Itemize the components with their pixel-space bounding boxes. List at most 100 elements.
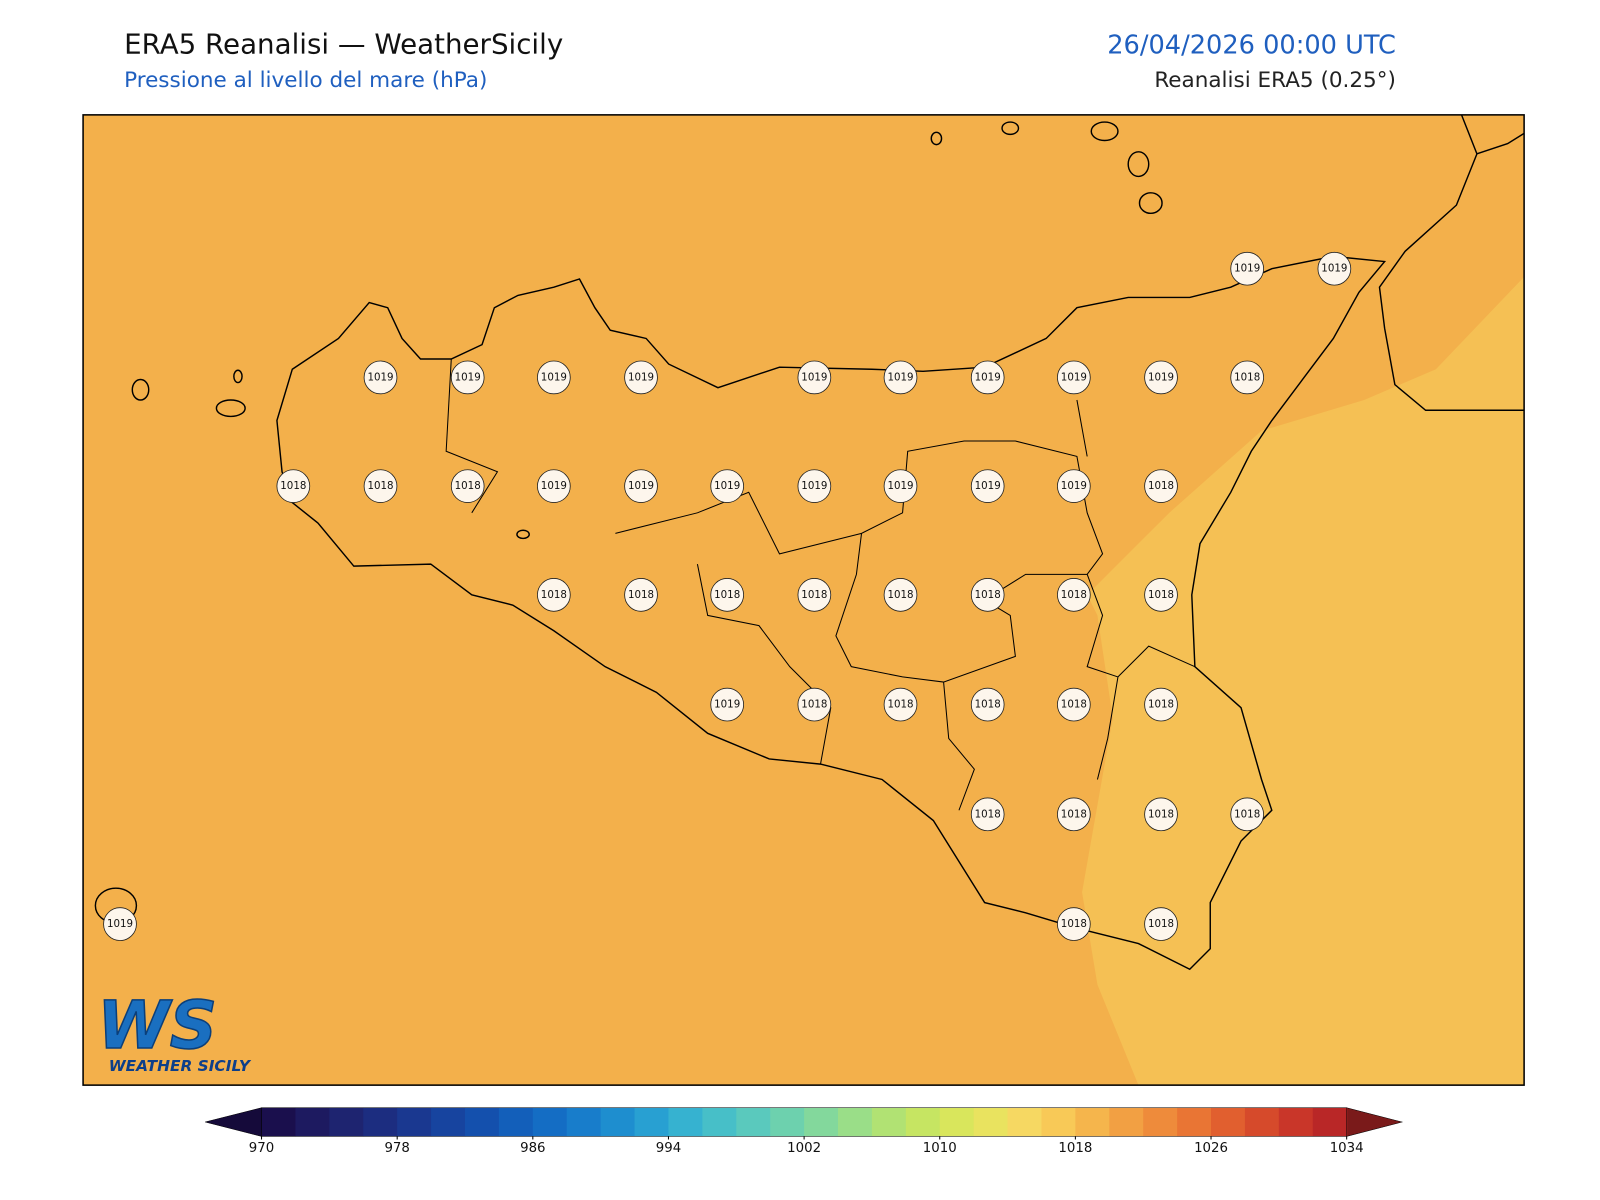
- station-value: 1018: [1061, 699, 1087, 711]
- station-value: 1018: [887, 589, 913, 601]
- station: 1019: [710, 687, 744, 722]
- colorbar-swatch: [838, 1107, 873, 1137]
- station: 1018: [1144, 687, 1178, 722]
- station: 1019: [624, 469, 658, 503]
- station-labels: 1019 1019 1019 1019 1019 1019 1019 1019 1019 1019…: [103, 251, 1352, 941]
- station-value: 1018: [628, 589, 654, 601]
- station-marker: [1144, 469, 1178, 503]
- station-marker: [1230, 797, 1264, 832]
- station-marker: [710, 578, 744, 612]
- station: 1018: [970, 578, 1005, 612]
- station-value: 1018: [1148, 699, 1174, 711]
- station-marker: [710, 687, 744, 722]
- station-marker: [103, 907, 137, 941]
- station-value: 1018: [801, 589, 827, 601]
- station-value: 1019: [714, 699, 740, 711]
- colorbar-swatch: [1007, 1107, 1042, 1137]
- station: 1019: [1230, 251, 1264, 286]
- station: 1018: [1057, 687, 1091, 722]
- station-marker: [624, 360, 658, 395]
- colorbar-swatch: [566, 1107, 602, 1137]
- station: 1019: [103, 907, 137, 941]
- station-marker: [537, 360, 571, 395]
- station-marker: [450, 469, 485, 503]
- station-marker: [797, 360, 832, 395]
- colorbar-tick-label: 1018: [1058, 1141, 1092, 1156]
- station-marker: [450, 360, 485, 395]
- colorbar-swatch: [532, 1107, 568, 1137]
- station-marker: [970, 578, 1005, 612]
- station-value: 1018: [975, 589, 1001, 601]
- coastline-calabria: [1378, 114, 1525, 411]
- datetime: 26/04/2026 00:00 UTC: [1107, 30, 1396, 60]
- station: 1019: [883, 360, 918, 395]
- map-frame: [82, 114, 1525, 1086]
- station-value: 1018: [1234, 808, 1260, 820]
- colorbar-tick-label: 978: [384, 1141, 409, 1156]
- station-marker: [1057, 687, 1091, 722]
- colorbar-swatch: [770, 1107, 805, 1137]
- station-value: 1019: [1148, 371, 1174, 383]
- colorbar-swatch: [329, 1107, 364, 1137]
- colorbar-tick-label: 994: [656, 1141, 681, 1156]
- station-marker: [970, 360, 1005, 395]
- colorbar-swatch: [939, 1107, 975, 1137]
- colorbar-swatch: [736, 1107, 771, 1137]
- station-value: 1019: [107, 918, 133, 930]
- station-marker: [1057, 907, 1091, 941]
- station-marker: [710, 469, 744, 503]
- station-marker: [1057, 797, 1091, 832]
- station-value: 1018: [1061, 589, 1087, 601]
- title: ERA5 Reanalisi — WeatherSicily: [124, 27, 563, 60]
- colorbar-swatch: [295, 1107, 330, 1137]
- station-marker: [624, 469, 658, 503]
- colorbar-swatch: [668, 1107, 703, 1137]
- colorbar-swatch: [905, 1107, 941, 1137]
- logo-name: WEATHER SICILY: [109, 1057, 252, 1075]
- station-value: 1018: [801, 699, 827, 711]
- station-value: 1019: [975, 480, 1001, 492]
- station-marker: [1317, 251, 1352, 286]
- station-value: 1018: [714, 589, 740, 601]
- colorbar-swatch: [1278, 1107, 1314, 1137]
- colorbar-over: [1346, 1107, 1404, 1137]
- colorbar-swatch: [1211, 1107, 1246, 1137]
- station-value: 1019: [628, 371, 654, 383]
- station-marker: [1230, 360, 1264, 395]
- station: 1019: [883, 469, 918, 503]
- station-value: 1019: [887, 480, 913, 492]
- logo-initials: WS: [97, 988, 217, 1064]
- station-value: 1019: [975, 371, 1001, 383]
- pressure-field-light: [1082, 276, 1525, 1086]
- station-marker: [1057, 360, 1091, 395]
- station-marker: [1144, 578, 1178, 612]
- colorbar-swatch: [871, 1107, 907, 1137]
- station-value: 1019: [1061, 480, 1087, 492]
- station: 1018: [450, 469, 485, 503]
- map: 1019 1019 1019 1019 1019 1019 1019 1019 1019 1019…: [82, 114, 1525, 1086]
- station: 1018: [1057, 578, 1091, 612]
- station: 1018: [624, 578, 658, 612]
- station: 1018: [710, 578, 744, 612]
- station-marker: [1144, 797, 1178, 832]
- station-value: 1019: [367, 371, 393, 383]
- station-value: 1019: [714, 480, 740, 492]
- station-value: 1018: [455, 480, 481, 492]
- colorbar-swatch: [973, 1107, 1009, 1137]
- colorbar-swatch: [1177, 1107, 1212, 1137]
- colorbar-swatch: [465, 1107, 500, 1137]
- islands: [94, 121, 1163, 924]
- station-value: 1018: [1061, 808, 1087, 820]
- station-marker: [1144, 360, 1178, 395]
- logo: WS WEATHER SICILY: [97, 987, 252, 1075]
- colorbar-tick-label: 1026: [1194, 1141, 1228, 1156]
- colorbar-tick-label: 1002: [787, 1141, 821, 1156]
- station: 1019: [1144, 360, 1178, 395]
- station: 1018: [1230, 797, 1264, 832]
- coastline-sicily: [276, 255, 1387, 971]
- station: 1018: [537, 578, 571, 612]
- station-marker: [970, 797, 1005, 832]
- colorbar-swatch: [634, 1107, 669, 1137]
